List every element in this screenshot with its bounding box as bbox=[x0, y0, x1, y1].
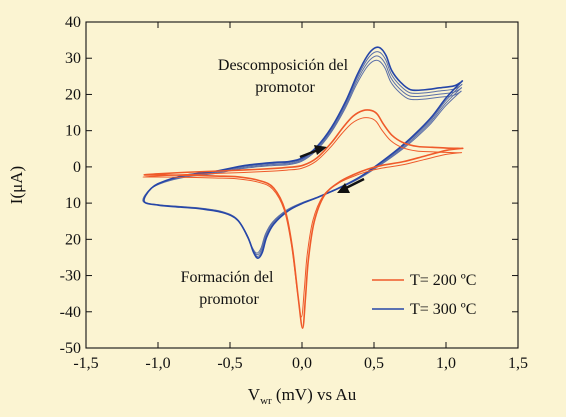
arrow-up-right-shaft bbox=[299, 148, 319, 159]
x-tick-label: 1,5 bbox=[508, 355, 528, 372]
x-axis-label-subscript: wr bbox=[260, 395, 272, 407]
annotation-decomposition-line1: Descomposición del bbox=[218, 57, 349, 74]
y-tick-label: -40 bbox=[60, 304, 81, 321]
x-axis-label: Vwr (mV) vs Au bbox=[248, 385, 357, 407]
legend-label-200: T= 200 ºC bbox=[410, 272, 476, 289]
x-tick-label: 0,0 bbox=[292, 355, 312, 372]
annotation-formation: Formación del promotor bbox=[181, 269, 278, 308]
y-tick-label: -30 bbox=[60, 268, 81, 285]
y-tick-label: 30 bbox=[65, 50, 81, 67]
x-axis-label-main: V bbox=[248, 385, 261, 404]
y-axis-label: I(μA) bbox=[7, 166, 26, 204]
x-axis: -1,5 -1,0 -0,5 0,0 0,5 1,0 1,5 bbox=[73, 22, 528, 372]
y-tick-label: 20 bbox=[65, 231, 81, 248]
arrow-down-left bbox=[337, 177, 365, 193]
y-tick-label: 40 bbox=[65, 14, 81, 31]
arrow-down-left-head bbox=[337, 183, 350, 193]
y-tick-label: 0 bbox=[73, 159, 81, 176]
annotation-decomposition: Descomposición del promotor bbox=[218, 57, 352, 96]
x-tick-label: 0,5 bbox=[364, 355, 384, 372]
series-300c-cycle bbox=[143, 46, 464, 259]
y-tick-label: 10 bbox=[65, 123, 81, 140]
series-200c-cycle bbox=[143, 109, 464, 329]
y-axis: 40 30 20 10 0 10 20 -30 -40 -50 bbox=[60, 14, 518, 357]
y-tick-label: 10 bbox=[65, 195, 81, 212]
legend-label-300: T= 300 ºC bbox=[410, 301, 476, 318]
arrow-up-right-head bbox=[314, 145, 327, 155]
x-axis-label-rest: (mV) vs Au bbox=[272, 385, 357, 404]
annotation-formation-line2: promotor bbox=[199, 291, 259, 308]
legend: T= 200 ºC T= 300 ºC bbox=[372, 272, 476, 318]
arrow-down-left-shaft bbox=[345, 177, 365, 190]
curves-layer bbox=[142, 46, 464, 329]
annotation-decomposition-line2: promotor bbox=[255, 79, 315, 96]
x-tick-label: -1,0 bbox=[145, 355, 170, 372]
annotation-formation-line1: Formación del bbox=[181, 269, 274, 286]
x-tick-label: -1,5 bbox=[73, 355, 98, 372]
x-tick-label: -0,5 bbox=[217, 355, 242, 372]
arrow-up-right bbox=[299, 145, 327, 159]
y-tick-label: -50 bbox=[60, 340, 81, 357]
x-tick-label: 1,0 bbox=[436, 355, 456, 372]
y-tick-label: 20 bbox=[65, 86, 81, 103]
